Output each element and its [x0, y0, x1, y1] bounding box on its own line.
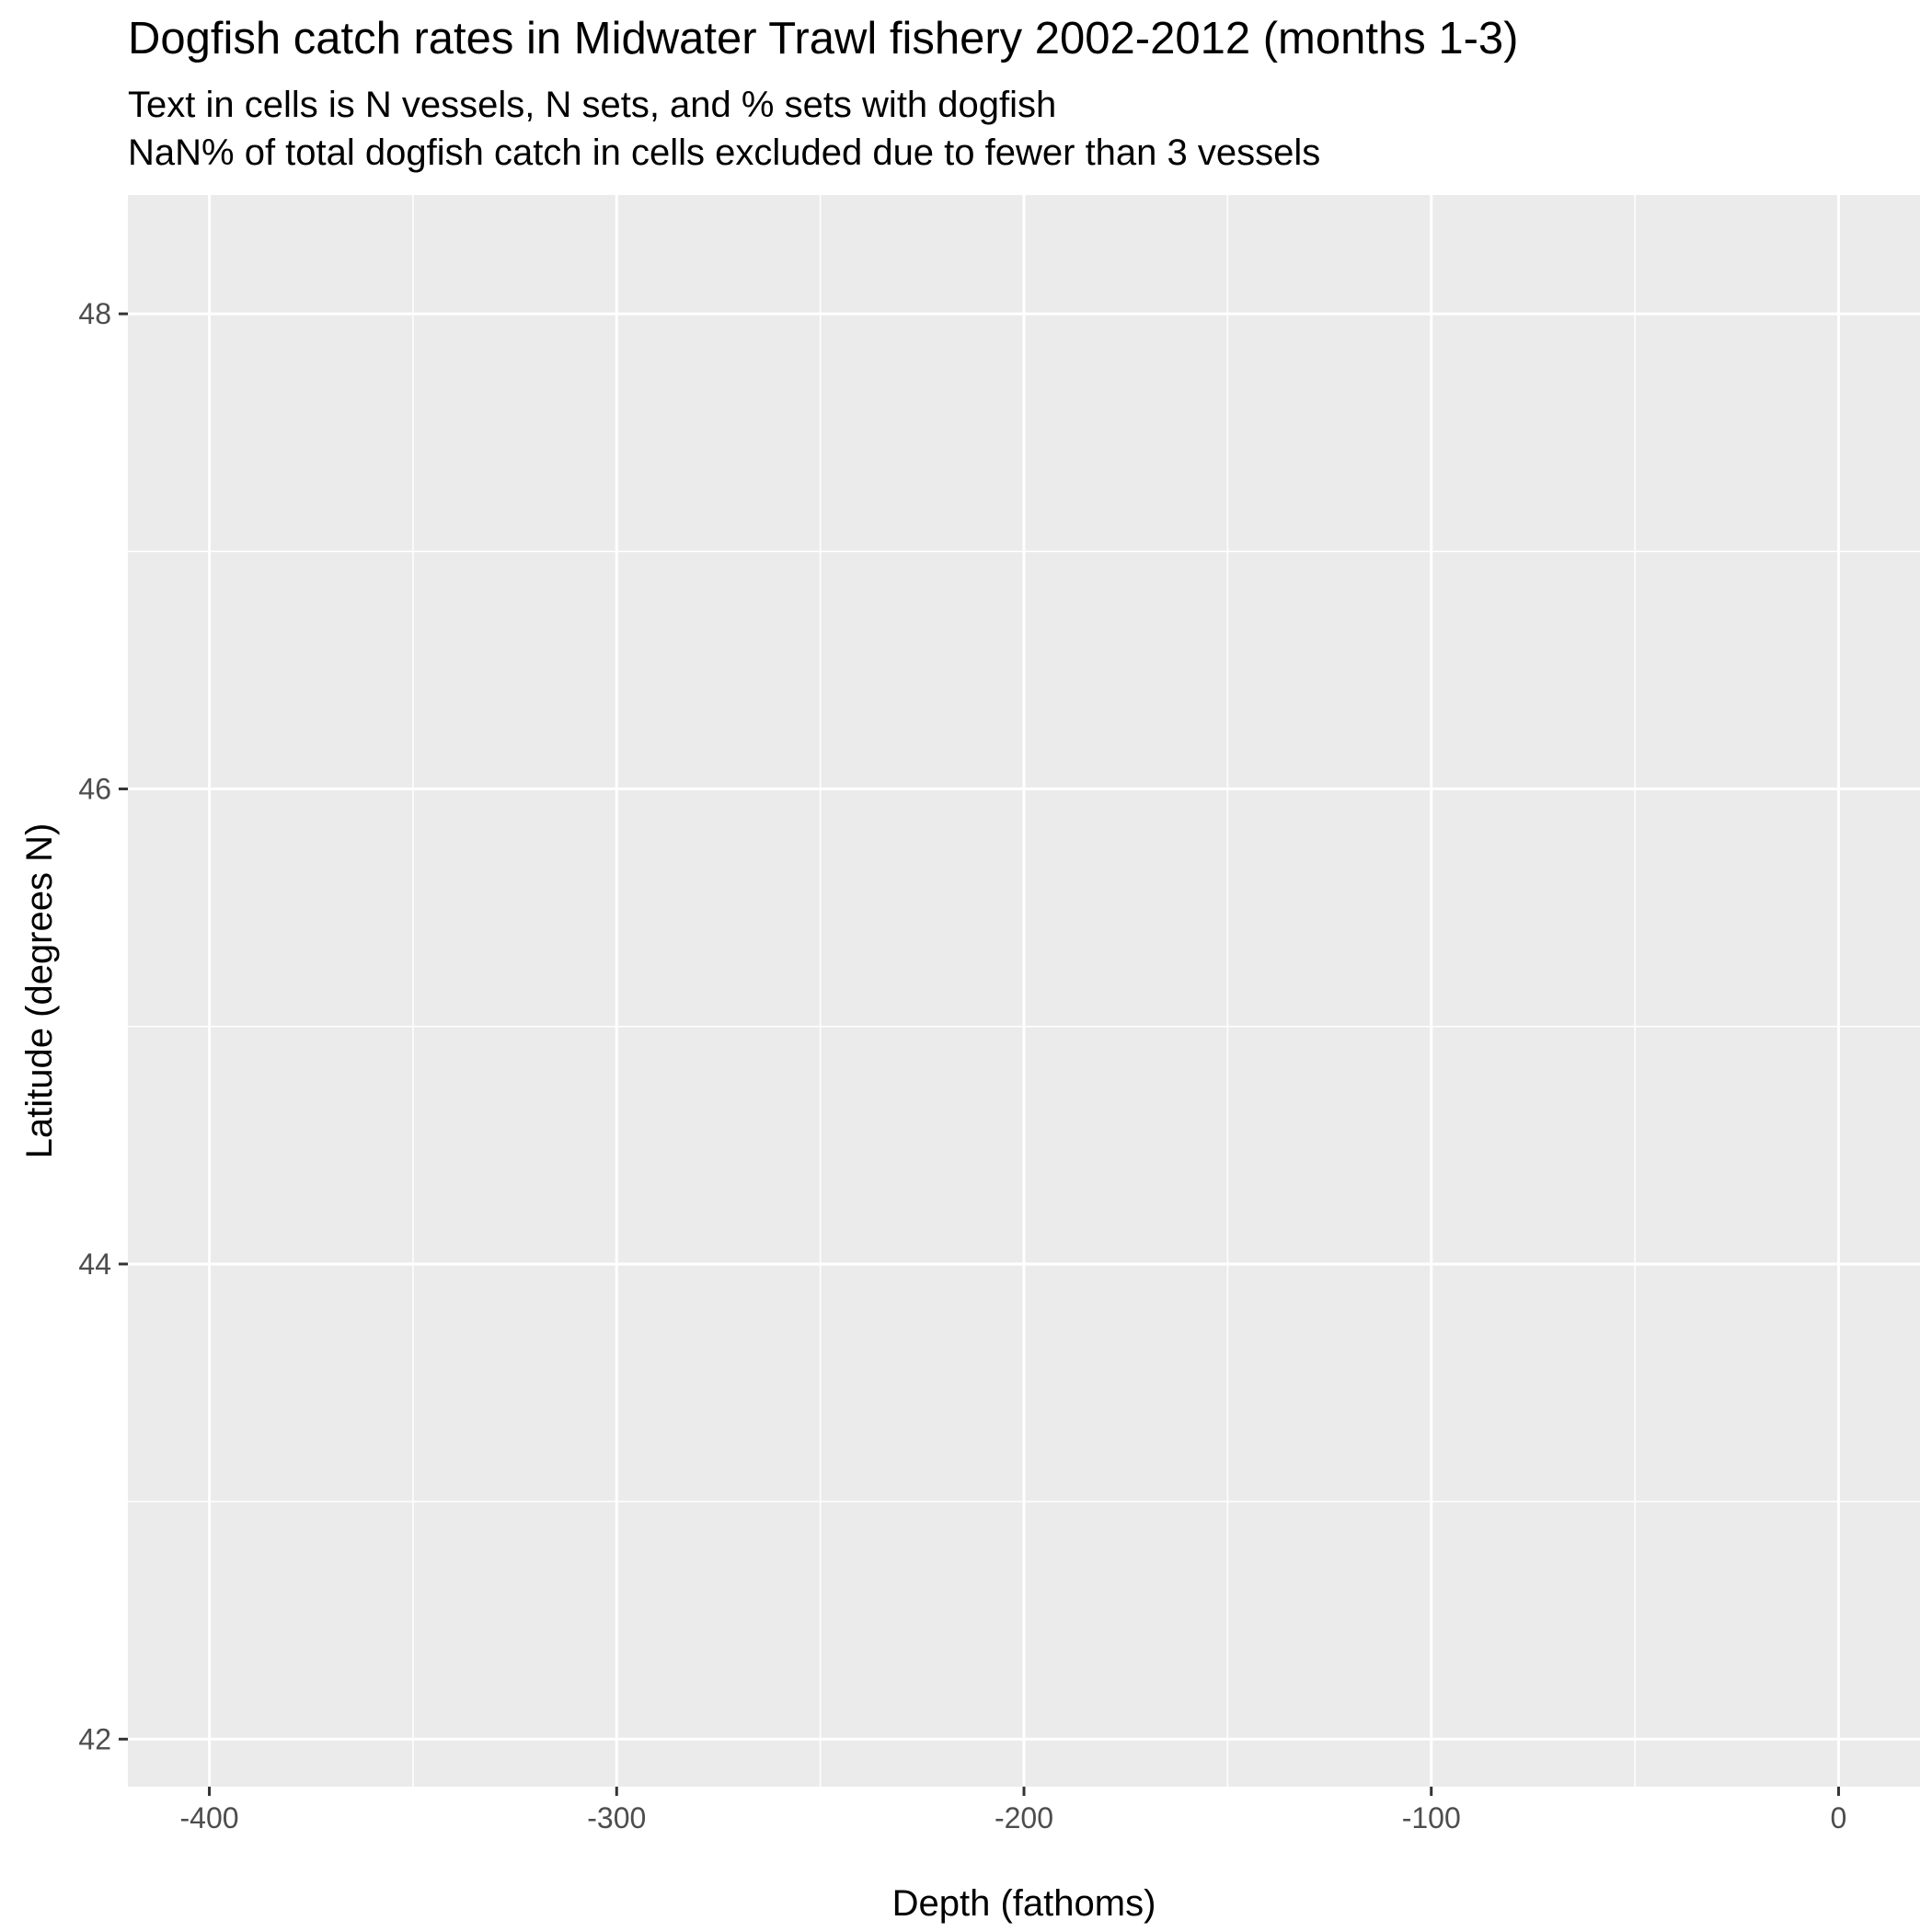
y-axis: 42 44 46 48	[78, 297, 128, 1755]
major-gridlines	[128, 195, 1920, 1787]
x-axis: -400 -300 -200 -100 0	[180, 1787, 1847, 1834]
y-tick-label: 46	[78, 773, 111, 806]
x-tick-label: 0	[1831, 1801, 1847, 1834]
x-axis-title: Depth (fathoms)	[892, 1883, 1156, 1924]
x-tick-label: -200	[995, 1801, 1053, 1834]
chart-title: Dogfish catch rates in Midwater Trawl fi…	[128, 14, 1519, 63]
y-tick-label: 42	[78, 1722, 111, 1755]
subtitle-line-2: NaN% of total dogfish catch in cells exc…	[128, 132, 1321, 173]
y-axis-title: Latitude (degrees N)	[19, 823, 60, 1159]
chart-subtitle: Text in cells is N vessels, N sets, and …	[128, 81, 1320, 177]
subtitle-line-1: Text in cells is N vessels, N sets, and …	[128, 85, 1057, 125]
x-tick-label: -100	[1402, 1801, 1461, 1834]
y-tick-label: 44	[78, 1248, 111, 1281]
x-tick-label: -400	[180, 1801, 239, 1834]
x-tick-label: -300	[587, 1801, 646, 1834]
y-tick-label: 48	[78, 297, 111, 330]
